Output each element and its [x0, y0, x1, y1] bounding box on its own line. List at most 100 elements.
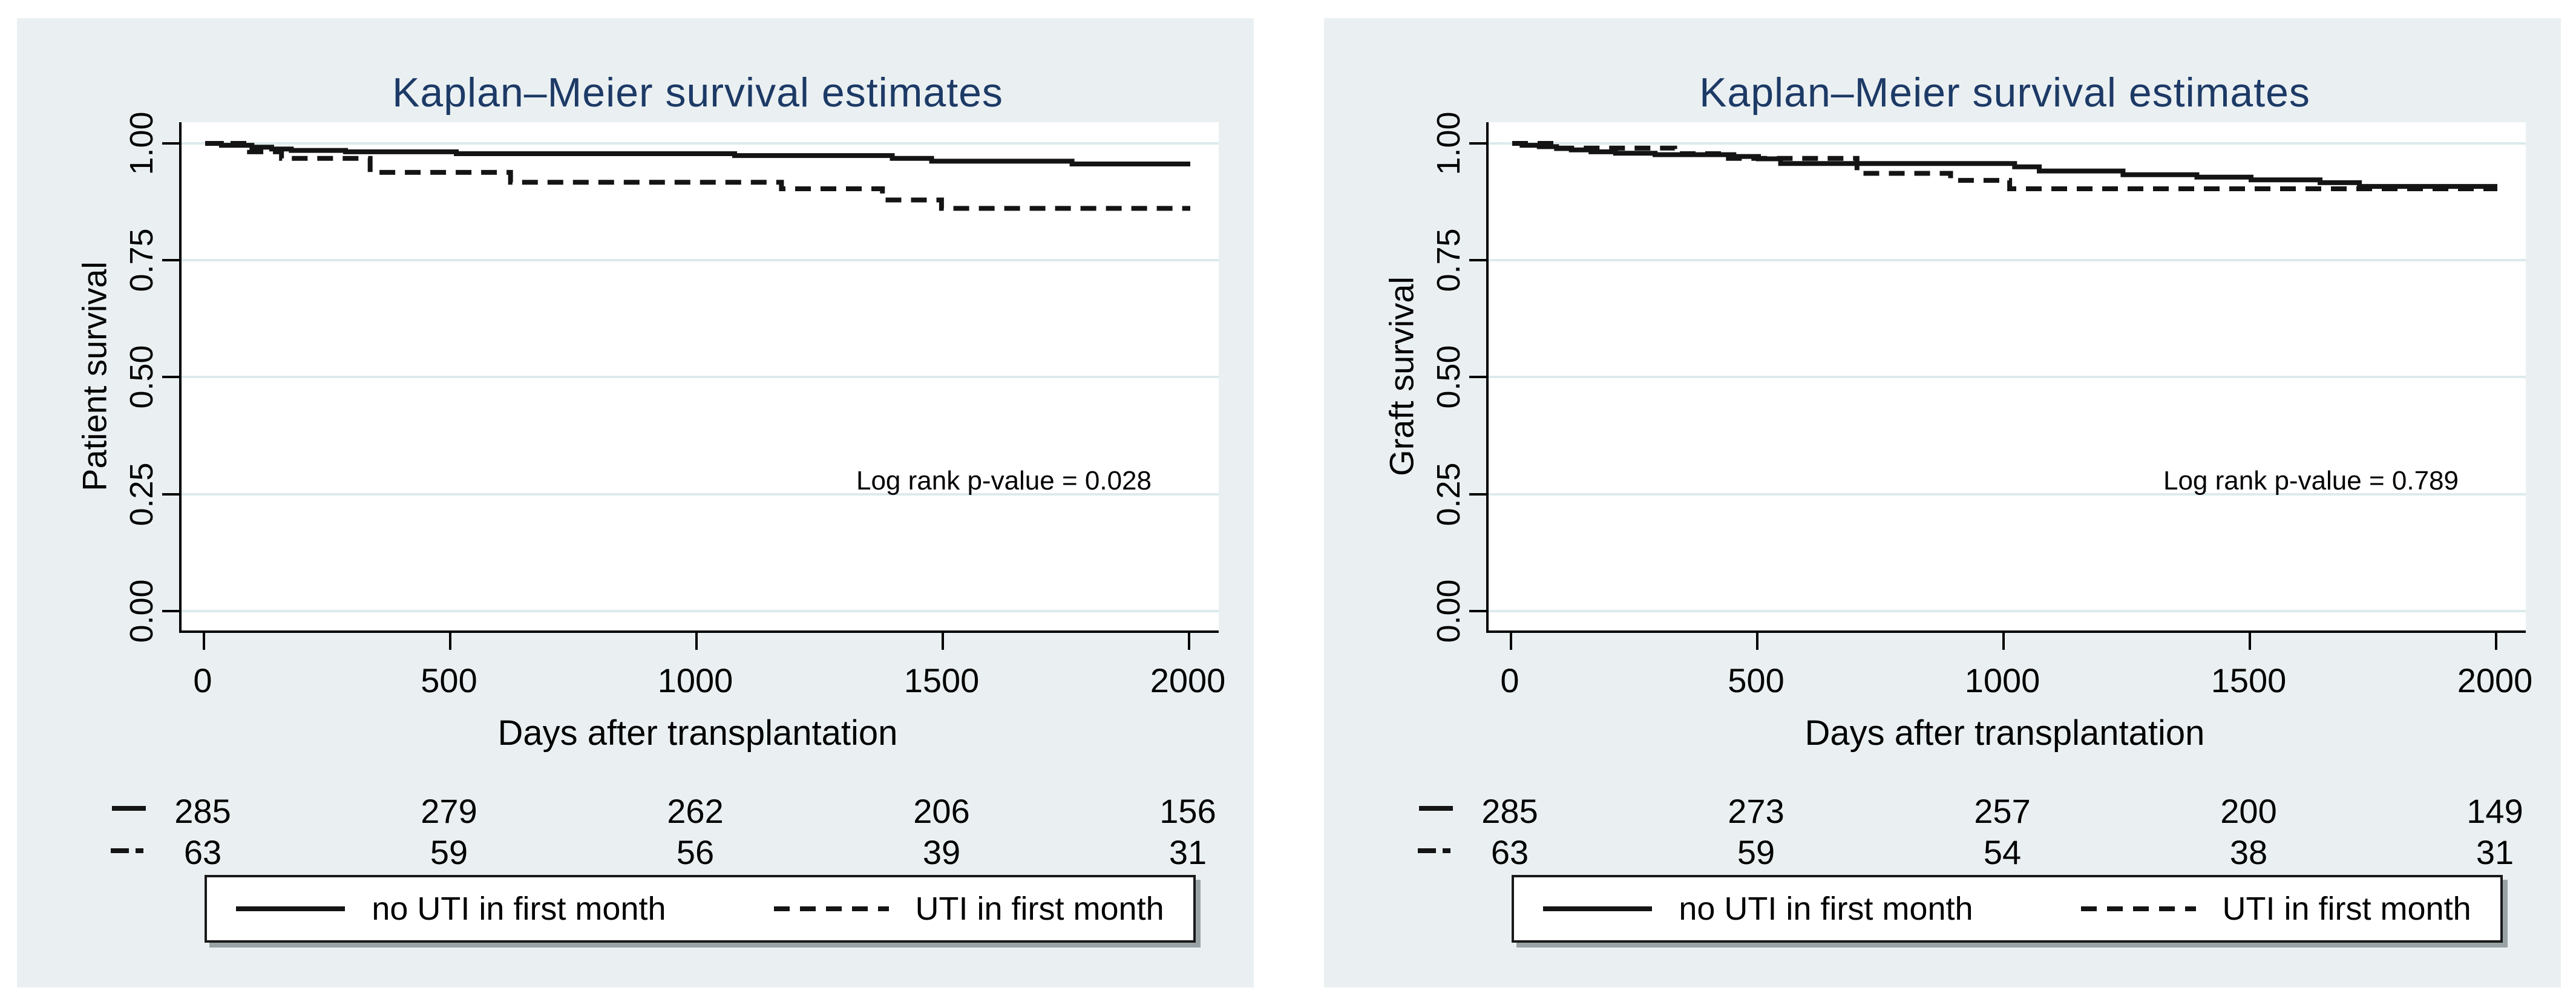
gridline-0.00 [1489, 610, 2526, 612]
x-tick-mark [942, 633, 944, 650]
y-tick-label: 1.00 [123, 111, 160, 175]
at-risk-row-no-uti: 285 279 262 206 156 [17, 791, 1254, 830]
at-risk-count: 59 [430, 833, 468, 871]
at-risk-count: 31 [1168, 833, 1207, 871]
y-tick-label: 0.00 [123, 579, 160, 643]
km-curve-uti [205, 141, 1190, 211]
solid-line-marker-icon [112, 806, 146, 811]
km-curve-no-uti [1512, 141, 2497, 189]
legend-dashed-line-icon [2080, 906, 2196, 911]
plot-area [179, 122, 1219, 633]
at-risk-row-uti: 63 59 56 39 31 [17, 833, 1254, 871]
at-risk-count: 38 [2229, 833, 2268, 871]
y-tick-mark [1469, 610, 1486, 612]
chart-title: Kaplan–Meier survival estimates [1699, 70, 2310, 116]
x-tick-label: 500 [1728, 661, 1785, 699]
x-tick-label: 2000 [1150, 661, 1226, 699]
solid-line-marker-icon [1419, 806, 1453, 811]
legend-box: no UTI in first month UTI in first month [205, 875, 1196, 943]
at-risk-row-no-uti: 285 273 257 200 149 [1324, 791, 2561, 830]
at-risk-count: 273 [1728, 792, 1785, 830]
at-risk-count: 200 [2220, 792, 2277, 830]
at-risk-count: 156 [1159, 792, 1216, 830]
at-risk-count: 31 [2476, 833, 2514, 871]
gridline-0.25 [182, 493, 1219, 496]
at-risk-count: 39 [922, 833, 961, 871]
gridline-0.50 [1489, 376, 2526, 378]
y-tick-mark [1469, 142, 1486, 145]
at-risk-count: 56 [676, 833, 715, 871]
gridline-0.75 [1489, 259, 2526, 261]
y-tick-mark [1469, 376, 1486, 378]
x-tick-label: 500 [421, 661, 477, 699]
y-tick-mark [162, 493, 179, 496]
x-tick-label: 1500 [903, 661, 980, 699]
x-tick-mark [1188, 633, 1190, 650]
at-risk-count: 285 [1481, 792, 1538, 830]
y-tick-label: 0.00 [1431, 579, 1467, 643]
legend-box: no UTI in first month UTI in first month [1512, 875, 2503, 943]
x-axis-title: Days after transplantation [497, 713, 898, 753]
at-risk-count: 262 [667, 792, 724, 830]
y-tick-label: 0.25 [1431, 462, 1467, 526]
at-risk-count: 206 [913, 792, 970, 830]
gridline-0.25 [1489, 493, 2526, 496]
y-tick-label: 0.50 [123, 345, 160, 409]
km-curve-no-uti [205, 141, 1190, 166]
legend-solid-line-icon [236, 906, 346, 911]
x-tick-label: 1000 [1964, 661, 2040, 699]
at-risk-count: 285 [174, 792, 231, 830]
dashed-line-marker-icon [1418, 848, 1436, 853]
x-tick-label: 0 [193, 661, 212, 699]
at-risk-count: 54 [1983, 833, 2022, 871]
log-rank-annotation: Log rank p-value = 0.789 [2163, 466, 2459, 496]
y-tick-mark [162, 376, 179, 378]
y-tick-mark [1469, 493, 1486, 496]
x-axis-title: Days after transplantation [1804, 713, 2205, 753]
km-curve-uti [1512, 141, 2497, 191]
gridline-1.00 [1489, 142, 2526, 145]
gridline-1.00 [182, 142, 1219, 145]
y-tick-label: 1.00 [1431, 111, 1467, 175]
x-tick-mark [449, 633, 451, 650]
legend-label-uti: UTI in first month [915, 891, 1164, 927]
at-risk-count: 63 [183, 833, 222, 871]
x-tick-label: 0 [1500, 661, 1519, 699]
y-axis-title: Patient survival [75, 261, 114, 491]
y-tick-mark [162, 259, 179, 261]
x-tick-mark [2002, 633, 2005, 650]
y-tick-mark [162, 142, 179, 145]
km-curves-svg [205, 141, 1190, 211]
y-tick-mark [162, 610, 179, 612]
chart-title: Kaplan–Meier survival estimates [392, 70, 1003, 116]
km-panel-graft-survival: Kaplan–Meier survival estimates Graft su… [1324, 18, 2561, 987]
at-risk-row-uti: 63 59 54 38 31 [1324, 833, 2561, 871]
legend-label-no-uti: no UTI in first month [1679, 891, 1973, 927]
gridline-0.50 [182, 376, 1219, 378]
at-risk-count: 149 [2466, 792, 2523, 830]
legend-dashed-line-icon [773, 906, 889, 911]
at-risk-count: 279 [421, 792, 477, 830]
x-tick-label: 2000 [2457, 661, 2533, 699]
at-risk-count: 59 [1737, 833, 1775, 871]
dashed-line-marker-icon [136, 848, 143, 853]
y-tick-label: 0.75 [1431, 228, 1467, 292]
dashed-line-marker-icon [1443, 848, 1450, 853]
log-rank-annotation: Log rank p-value = 0.028 [856, 466, 1152, 496]
y-tick-mark [1469, 259, 1486, 261]
x-tick-mark [203, 633, 205, 650]
x-tick-mark [695, 633, 698, 650]
gridline-0.00 [182, 610, 1219, 612]
x-tick-label: 1000 [657, 661, 733, 699]
dashed-line-marker-icon [111, 848, 129, 853]
km-curves-svg [1512, 141, 2497, 191]
x-tick-mark [2495, 633, 2497, 650]
y-axis-title: Graft survival [1382, 277, 1421, 476]
legend-label-no-uti: no UTI in first month [372, 891, 666, 927]
y-tick-label: 0.50 [1431, 345, 1467, 409]
legend-solid-line-icon [1543, 906, 1653, 911]
km-panel-patient-survival: Kaplan–Meier survival estimates Patient … [17, 18, 1254, 987]
x-tick-label: 1500 [2211, 661, 2287, 699]
y-tick-label: 0.75 [123, 228, 160, 292]
